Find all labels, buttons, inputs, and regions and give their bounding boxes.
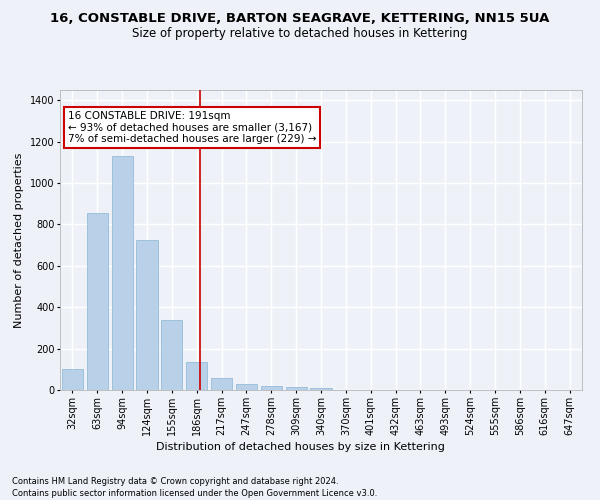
Text: Distribution of detached houses by size in Kettering: Distribution of detached houses by size … (155, 442, 445, 452)
Bar (112, 156, 133, 390)
Bar (236, 384, 257, 390)
Text: Contains HM Land Registry data © Crown copyright and database right 2024.: Contains HM Land Registry data © Crown c… (12, 478, 338, 486)
Y-axis label: Number of detached properties: Number of detached properties (14, 152, 24, 328)
Bar (62, 370, 83, 390)
Text: Size of property relative to detached houses in Kettering: Size of property relative to detached ho… (132, 28, 468, 40)
Text: Contains public sector information licensed under the Open Government Licence v3: Contains public sector information licen… (12, 489, 377, 498)
Bar (286, 387, 307, 390)
Bar (261, 386, 282, 390)
Bar (186, 362, 207, 390)
Text: 16 CONSTABLE DRIVE: 191sqm
← 93% of detached houses are smaller (3,167)
7% of se: 16 CONSTABLE DRIVE: 191sqm ← 93% of deta… (68, 111, 316, 144)
Bar (136, 240, 158, 390)
Bar (211, 378, 232, 390)
Bar (310, 388, 332, 390)
Bar (161, 320, 182, 390)
Bar (87, 213, 108, 390)
Text: 16, CONSTABLE DRIVE, BARTON SEAGRAVE, KETTERING, NN15 5UA: 16, CONSTABLE DRIVE, BARTON SEAGRAVE, KE… (50, 12, 550, 26)
